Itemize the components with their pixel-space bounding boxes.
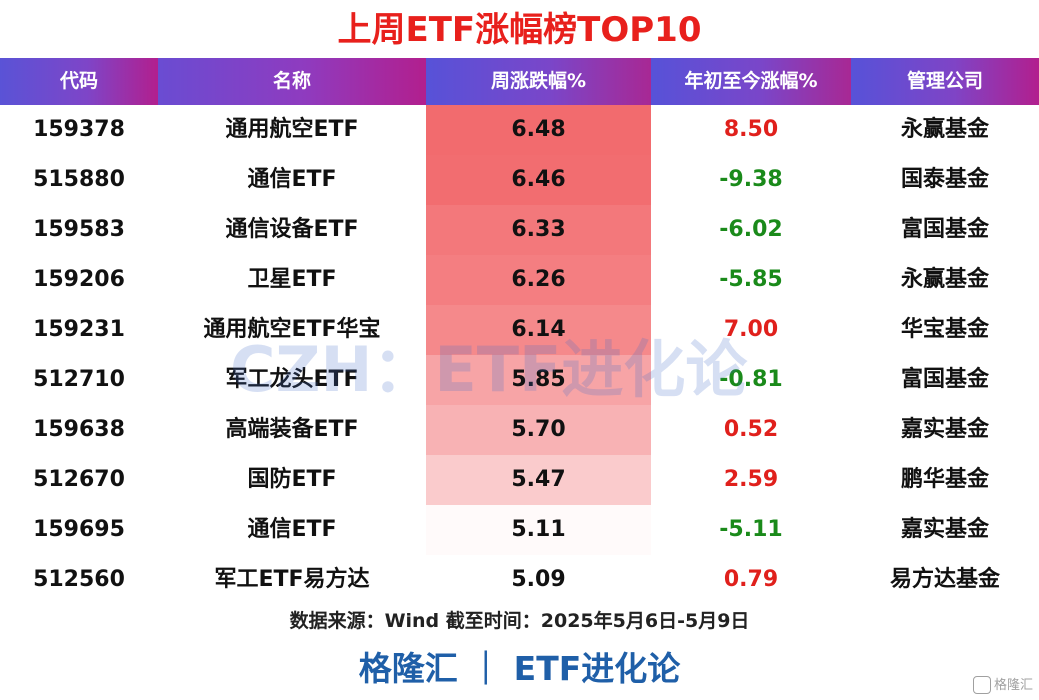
footer-brand: 格隆汇 ｜ ETF进化论 [358, 649, 681, 688]
cell-ytd-change: 8.50 [723, 117, 779, 142]
cell-name: 通用航空ETF [225, 117, 359, 142]
cell-code: 159638 [33, 417, 125, 442]
cell-name: 通信设备ETF [225, 217, 359, 242]
cell-name: 军工ETF易方达 [214, 567, 370, 592]
table-row[interactable]: 512560 军工ETF易方达 5.09 0.79 易方达基金 [0, 555, 1039, 605]
cell-company: 华宝基金 [900, 317, 989, 342]
cell-code: 159206 [33, 267, 125, 292]
cell-ytd-change: -5.11 [719, 517, 783, 542]
table-body: 159378 通用航空ETF 6.48 8.50 永赢基金 515880 通信ETF 6.46… [0, 105, 1039, 605]
cell-code: 515880 [33, 167, 125, 192]
corner-watermark-text: 格隆汇 [993, 678, 1033, 693]
cell-ytd-change: -9.38 [719, 167, 783, 192]
table-row[interactable]: 159583 通信设备ETF 6.33 -6.02 富国基金 [0, 205, 1039, 255]
cell-ytd-change: -0.81 [719, 367, 783, 392]
cell-code: 159695 [33, 517, 125, 542]
cell-code: 512560 [33, 567, 125, 592]
table-row[interactable]: 512670 国防ETF 5.47 2.59 鹏华基金 [0, 455, 1039, 505]
cell-week-change: 6.48 [426, 105, 651, 155]
cell-ytd-change: 7.00 [723, 317, 779, 342]
cell-week-change: 6.26 [426, 255, 651, 305]
cell-company: 鹏华基金 [900, 467, 989, 492]
cell-ytd-change: 0.79 [723, 567, 779, 592]
cell-ytd-change: -5.85 [719, 267, 783, 292]
cell-name: 通用航空ETF华宝 [203, 317, 381, 342]
cell-week-change: 5.47 [426, 455, 651, 505]
cell-ytd-change: -6.02 [719, 217, 783, 242]
cell-code: 512670 [33, 467, 125, 492]
cell-company: 易方达基金 [889, 567, 1000, 592]
cell-ytd-change: 2.59 [723, 467, 779, 492]
table-row[interactable]: 159206 卫星ETF 6.26 -5.85 永赢基金 [0, 255, 1039, 305]
cell-name: 卫星ETF [247, 267, 337, 292]
cell-name: 通信ETF [247, 167, 337, 192]
cell-company: 永赢基金 [900, 117, 989, 142]
cell-week-change: 6.33 [426, 205, 651, 255]
header-name[interactable]: 名称 [158, 58, 426, 105]
table-row[interactable]: 515880 通信ETF 6.46 -9.38 国泰基金 [0, 155, 1039, 205]
header-ytd-change[interactable]: 年初至今涨幅% [651, 58, 851, 105]
table-header: 代码 名称 周涨跌幅% 年初至今涨幅% 管理公司 [0, 58, 1039, 105]
header-week-change[interactable]: 周涨跌幅% [426, 58, 651, 105]
cell-name: 军工龙头ETF [225, 367, 359, 392]
cell-week-change: 5.70 [426, 405, 651, 455]
cell-company: 国泰基金 [900, 167, 989, 192]
table-row[interactable]: 159638 高端装备ETF 5.70 0.52 嘉实基金 [0, 405, 1039, 455]
cell-company: 永赢基金 [900, 267, 989, 292]
table-row[interactable]: 159231 通用航空ETF华宝 6.14 7.00 华宝基金 [0, 305, 1039, 355]
table-row[interactable]: 159378 通用航空ETF 6.48 8.50 永赢基金 [0, 105, 1039, 155]
cell-code: 159583 [33, 217, 125, 242]
cell-name: 国防ETF [247, 467, 337, 492]
cell-week-change: 5.09 [426, 555, 651, 605]
corner-watermark: 格隆汇 [972, 675, 1033, 696]
data-source-note: 数据来源：Wind 截至时间：2025年5月6日-5月9日 [289, 610, 750, 632]
cell-code: 159231 [33, 317, 125, 342]
cell-week-change: 6.14 [426, 305, 651, 355]
cell-company: 嘉实基金 [900, 417, 989, 442]
cell-company: 嘉实基金 [900, 517, 989, 542]
page-title: 上周ETF涨幅榜TOP10 [337, 10, 702, 50]
table-row[interactable]: 159695 通信ETF 5.11 -5.11 嘉实基金 [0, 505, 1039, 555]
cell-ytd-change: 0.52 [723, 417, 779, 442]
header-code[interactable]: 代码 [0, 58, 158, 105]
cell-name: 通信ETF [247, 517, 337, 542]
cell-code: 159378 [33, 117, 125, 142]
cell-name: 高端装备ETF [225, 417, 359, 442]
cell-week-change: 5.11 [426, 505, 651, 555]
cell-week-change: 6.46 [426, 155, 651, 205]
cell-code: 512710 [33, 367, 125, 392]
cell-company: 富国基金 [900, 367, 989, 392]
cell-week-change: 5.85 [426, 355, 651, 405]
cell-company: 富国基金 [900, 217, 989, 242]
brand-logo-icon [972, 675, 991, 694]
table-row[interactable]: 512710 军工龙头ETF 5.85 -0.81 富国基金 [0, 355, 1039, 405]
header-company[interactable]: 管理公司 [851, 58, 1039, 105]
